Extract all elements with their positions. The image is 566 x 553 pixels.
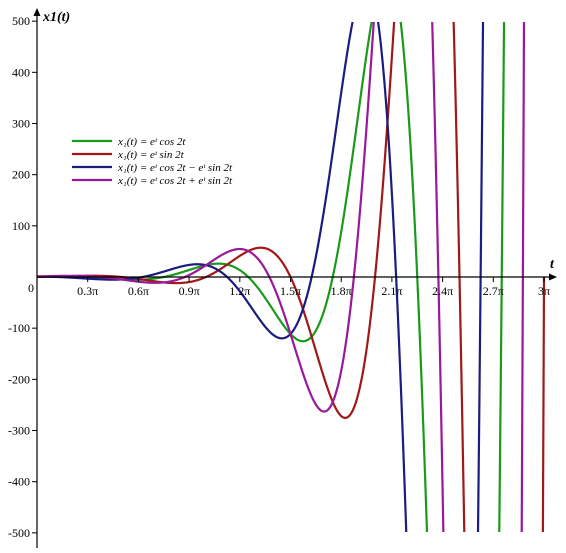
- x-tick-label: 1.5π: [280, 284, 301, 298]
- y-tick-label: -200: [8, 372, 30, 386]
- legend-label-1: x₁(t) = eᵗ cos 2t: [117, 136, 186, 148]
- y-tick-label: 100: [12, 219, 30, 233]
- y-tick-label: 500: [12, 14, 30, 28]
- y-tick-label: 300: [12, 116, 30, 130]
- y-axis-arrow: [33, 8, 41, 16]
- x-tick-label: 0.3π: [77, 284, 98, 298]
- y-tick-label: -100: [8, 321, 30, 335]
- series-line-4: [37, 22, 526, 532]
- ticks: 0.3π 0.6π 0.9π 1.2π 1.5π 1.8π 2.1π 2.4π 2.7π 3π 50…: [8, 14, 550, 540]
- x-tick-label: 2.1π: [381, 284, 402, 298]
- x-axis-arrow: [549, 273, 557, 281]
- x-tick-label: 2.4π: [432, 284, 453, 298]
- y-tick-label: -500: [8, 526, 30, 540]
- legend-label-2: x₁(t) = eᵗ sin 2t: [117, 149, 185, 161]
- y-tick-label: -300: [8, 424, 30, 438]
- legend-label-3: x₁(t) = eᵗ cos 2t − eᵗ sin 2t: [117, 162, 233, 174]
- y-axis-title: x1(t): [42, 10, 70, 25]
- y-tick-label: -400: [8, 475, 30, 489]
- y-tick-label: 400: [12, 65, 30, 79]
- y-tick-label: 200: [12, 168, 30, 182]
- x-tick-label: 1.8π: [331, 284, 352, 298]
- axes: x1(t) t 0: [28, 8, 557, 548]
- legend-label-4: x₁(t) = eᵗ cos 2t + eᵗ sin 2t: [117, 175, 233, 187]
- x-axis-title: t: [550, 257, 555, 272]
- x-tick-label: 0.6π: [128, 284, 149, 298]
- x-tick-label: 3π: [538, 284, 550, 298]
- x-tick-label: 2.7π: [483, 284, 504, 298]
- origin-label: 0: [28, 281, 34, 295]
- x-tick-label: 1.2π: [229, 284, 250, 298]
- x-tick-label: 0.9π: [179, 284, 200, 298]
